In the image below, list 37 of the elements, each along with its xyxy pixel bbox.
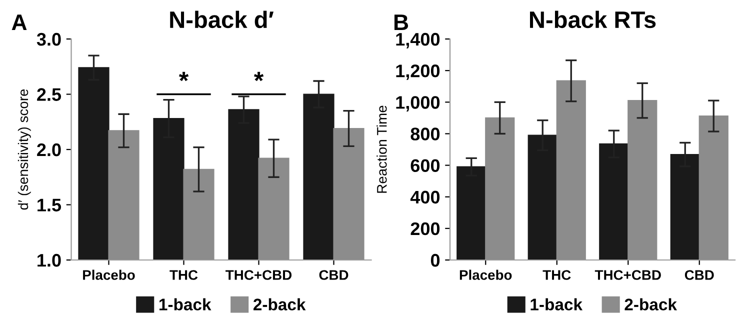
y-tick-label: 800 (410, 128, 440, 140)
text: B (394, 14, 408, 30)
bar (698, 115, 728, 260)
y-tick-label: 1.0 (38, 254, 61, 267)
y-tick-label: 600 (410, 159, 440, 172)
x-tick-label: Placebo (460, 270, 512, 280)
x-tick-label: CBD (319, 270, 348, 280)
legend-label: 1-back (159, 298, 212, 310)
y-tick-label: 0 (430, 254, 440, 267)
y-tick-label: 1.5 (38, 198, 62, 212)
y-tick-label: 2.5 (37, 88, 62, 101)
legend-label: 2-back (253, 298, 306, 310)
bar (556, 80, 586, 260)
y-axis-title: Reaction Time (376, 106, 387, 193)
y-tick-label: 200 (410, 222, 440, 236)
y-tick-label: 2.0 (37, 143, 61, 156)
x-tick-label: THC (170, 270, 198, 280)
x-tick-label: THC+CBD (226, 270, 292, 280)
bar (485, 117, 515, 260)
chart-title: N-back RTs (530, 10, 656, 28)
y-axis-title: d′ (sensitivity) score (18, 89, 31, 210)
y-tick-label: 400 (410, 190, 440, 204)
x-tick-label: THC+CBD (594, 270, 661, 280)
chart-title: N-back d′ (170, 10, 274, 28)
y-tick-label: 1,400 (396, 32, 440, 48)
y-tick-label: 1,000 (396, 96, 440, 112)
x-tick-label: CBD (684, 270, 714, 280)
legend-label: 2-back (624, 298, 677, 310)
x-tick-label: THC (542, 270, 571, 280)
annotation: * (254, 72, 264, 82)
bar (628, 100, 658, 260)
x-tick-label: Placebo (83, 270, 135, 280)
text: A (12, 14, 27, 30)
y-tick-label: 1,200 (396, 64, 440, 80)
annotation: * (178, 72, 189, 82)
y-tick-label: 3.0 (36, 32, 61, 46)
legend-label: 1-back (530, 298, 583, 310)
